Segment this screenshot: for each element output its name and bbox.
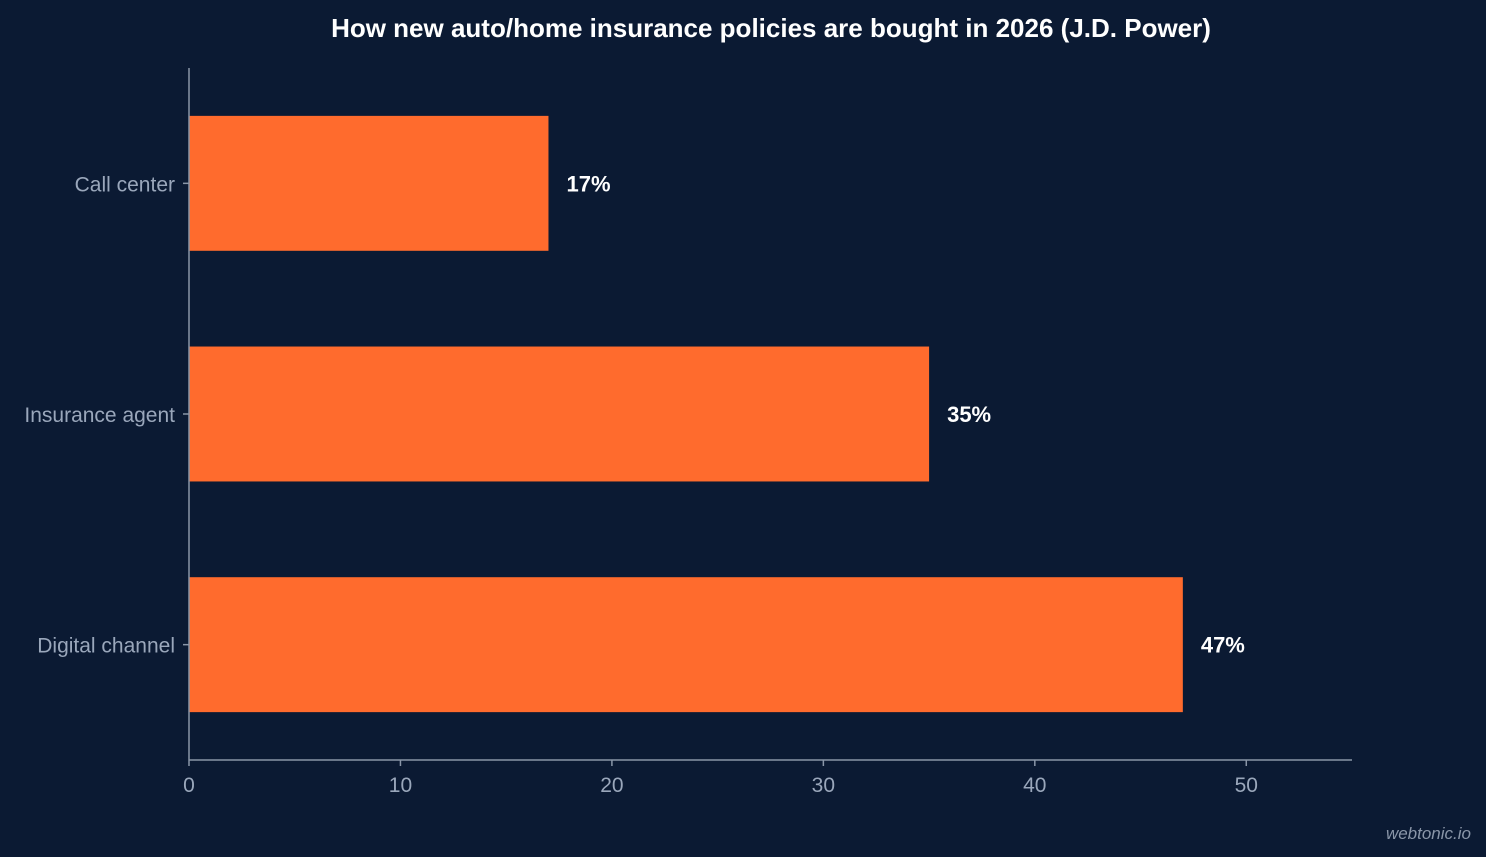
axes-group: Call center Insurance agent Digital channe… xyxy=(24,68,1352,797)
x-tick-label-40: 40 xyxy=(1023,774,1046,797)
value-label-call-center: 17% xyxy=(566,171,610,196)
chart-title: How new auto/home insurance policies are… xyxy=(331,13,1211,43)
x-tick-label-10: 10 xyxy=(389,774,412,797)
x-tick-label-20: 20 xyxy=(600,774,623,797)
value-label-insurance-agent: 35% xyxy=(947,402,991,427)
x-tick-label-50: 50 xyxy=(1235,774,1258,797)
category-label-call-center: Call center xyxy=(75,173,175,196)
x-tick-label-30: 30 xyxy=(812,774,835,797)
bar-call-center xyxy=(189,115,549,251)
category-label-digital-channel: Digital channel xyxy=(37,635,175,658)
x-tick-label-0: 0 xyxy=(183,774,195,797)
value-label-digital-channel: 47% xyxy=(1201,633,1245,658)
category-label-insurance-agent: Insurance agent xyxy=(24,404,175,427)
watermark-text: webtonic.io xyxy=(1386,824,1471,843)
bar-digital-channel xyxy=(189,577,1183,713)
bar-insurance-agent xyxy=(189,346,930,482)
bars-group: 17% 35% 47% xyxy=(189,115,1245,713)
